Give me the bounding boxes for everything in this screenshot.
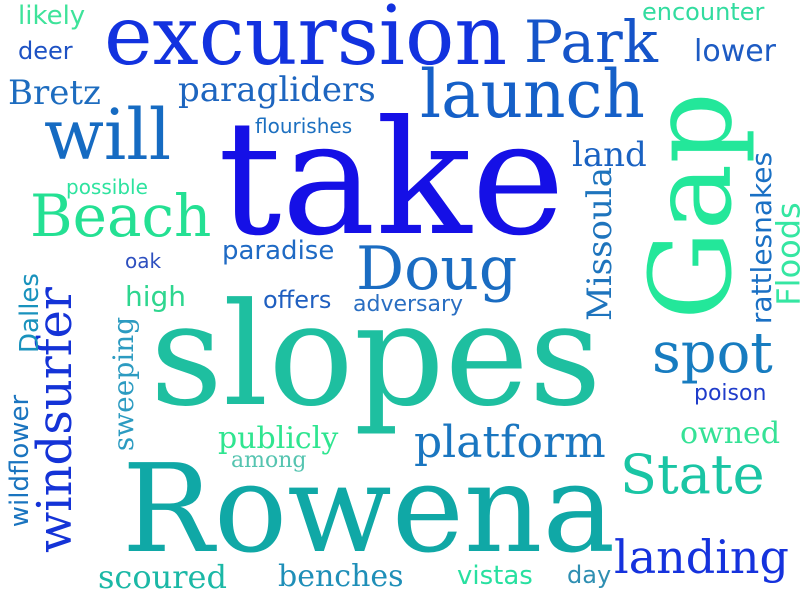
word-dalles: Dalles bbox=[14, 273, 45, 353]
word-beach: Beach bbox=[30, 182, 212, 250]
word-high: high bbox=[125, 280, 187, 313]
word-adversary: adversary bbox=[353, 292, 464, 317]
word-paradise: paradise bbox=[222, 236, 335, 266]
word-park: Park bbox=[524, 8, 658, 76]
word-land: land bbox=[572, 135, 647, 175]
word-platform: platform bbox=[414, 417, 606, 468]
word-rowena: Rowena bbox=[122, 438, 616, 580]
word-spot: spot bbox=[652, 321, 773, 386]
word-gap: Gap bbox=[626, 92, 757, 320]
word-encounter: encounter bbox=[642, 0, 765, 26]
word-will: will bbox=[44, 94, 172, 176]
word-likely: likely bbox=[18, 1, 86, 31]
word-landing: landing bbox=[614, 530, 789, 584]
word-doug: Doug bbox=[356, 234, 518, 304]
word-take: take bbox=[218, 87, 565, 271]
word-missoula: Missoula bbox=[580, 166, 621, 322]
word-oak: oak bbox=[125, 249, 162, 273]
word-sweeping: sweeping bbox=[107, 316, 141, 452]
word-among: among bbox=[231, 448, 307, 473]
word-owned: owned bbox=[680, 416, 781, 451]
word-deer: deer bbox=[18, 37, 73, 65]
word-benches: benches bbox=[278, 559, 404, 594]
word-scoured: scoured bbox=[98, 558, 227, 596]
word-poison: poison bbox=[694, 381, 767, 406]
word-offers: offers bbox=[263, 286, 332, 314]
word-launch: launch bbox=[420, 56, 645, 133]
word-paragliders: paragliders bbox=[178, 70, 376, 110]
word-bretz: Bretz bbox=[8, 73, 101, 113]
word-wildflower: wildflower bbox=[5, 394, 36, 528]
word-state: State bbox=[620, 443, 765, 506]
word-slopes: slopes bbox=[150, 273, 602, 438]
word-publicly: publicly bbox=[218, 421, 339, 456]
word-day: day bbox=[567, 561, 612, 589]
word-lower: lower bbox=[694, 34, 777, 69]
word-rattlesnakes: rattlesnakes bbox=[745, 151, 779, 325]
word-possible: possible bbox=[66, 175, 148, 199]
word-excursion: excursion bbox=[104, 0, 508, 84]
word-vistas: vistas bbox=[457, 561, 533, 591]
word-flourishes: flourishes bbox=[255, 114, 353, 138]
